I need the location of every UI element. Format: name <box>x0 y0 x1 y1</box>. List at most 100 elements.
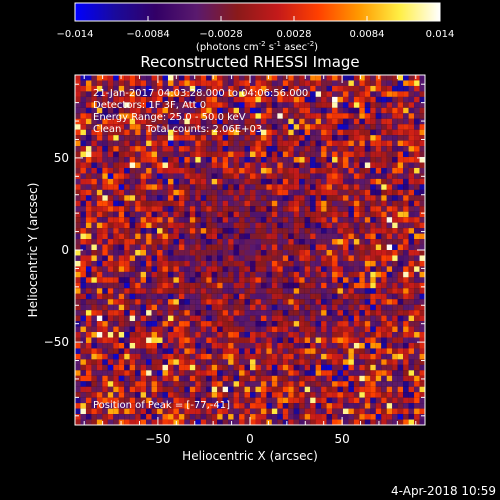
heatmap-cell <box>91 299 97 305</box>
heatmap-cell <box>375 211 382 218</box>
heatmap-cell <box>299 304 305 311</box>
heatmap-cell <box>348 332 354 338</box>
heatmap-cell <box>397 271 404 278</box>
heatmap-cell <box>173 260 179 267</box>
heatmap-cell <box>162 353 169 360</box>
heatmap-cell <box>321 299 327 305</box>
heatmap-cell <box>244 419 251 426</box>
heatmap-cell <box>310 260 316 267</box>
heatmap-cell <box>228 244 234 251</box>
heatmap-cell <box>288 140 294 147</box>
heatmap-cell <box>124 135 130 141</box>
heatmap-cell <box>107 332 114 338</box>
heatmap-cell <box>419 304 426 311</box>
heatmap-cell <box>200 293 207 300</box>
heatmap-cell <box>96 80 103 86</box>
heatmap-cell <box>167 370 174 376</box>
heatmap-cell <box>233 359 240 365</box>
heatmap-cell <box>381 381 387 387</box>
heatmap-cell <box>162 113 169 119</box>
heatmap-cell <box>107 392 114 398</box>
heatmap-cell <box>414 118 420 125</box>
heatmap-cell <box>206 293 212 300</box>
heatmap-cell <box>342 381 349 387</box>
heatmap-cell <box>96 359 103 365</box>
heatmap-cell <box>124 419 130 426</box>
heatmap-cell <box>157 184 163 190</box>
heatmap-cell <box>157 266 163 272</box>
heatmap-cell <box>189 353 196 360</box>
heatmap-cell <box>250 403 256 409</box>
heatmap-cell <box>195 326 201 333</box>
heatmap-cell <box>162 293 169 300</box>
heatmap-cell <box>397 162 404 169</box>
heatmap-cell <box>342 184 349 190</box>
heatmap-cell <box>211 310 218 316</box>
heatmap-cell <box>124 315 130 322</box>
heatmap-cell <box>299 75 305 81</box>
heatmap-cell <box>315 370 322 376</box>
heatmap-cell <box>140 118 147 125</box>
heatmap-cell <box>255 118 261 125</box>
heatmap-cell <box>107 315 114 322</box>
heatmap-cell <box>113 211 119 218</box>
heatmap-cell <box>255 113 261 119</box>
heatmap-cell <box>85 75 92 81</box>
heatmap-cell <box>288 244 294 251</box>
heatmap-cell <box>244 151 251 158</box>
heatmap-cell <box>113 167 119 174</box>
heatmap-cell <box>255 342 261 349</box>
heatmap-cell <box>271 321 278 327</box>
heatmap-cell <box>321 277 327 283</box>
heatmap-cell <box>370 386 376 393</box>
heatmap-cell <box>326 271 333 278</box>
heatmap-cell <box>200 359 207 365</box>
heatmap-cell <box>364 96 371 103</box>
heatmap-cell <box>293 113 300 119</box>
heatmap-cell <box>364 107 371 114</box>
heatmap-cell <box>250 304 256 311</box>
heatmap-cell <box>146 244 152 251</box>
heatmap-cell <box>140 381 147 387</box>
heatmap-cell <box>397 184 404 190</box>
heatmap-cell <box>140 239 147 245</box>
heatmap-cell <box>304 397 311 404</box>
heatmap-cell <box>96 408 103 415</box>
heatmap-cell <box>184 222 190 229</box>
heatmap-cell <box>310 315 316 322</box>
heatmap-cell <box>162 151 169 158</box>
heatmap-cell <box>113 266 119 272</box>
heatmap-cell <box>332 173 338 179</box>
heatmap-cell <box>80 217 86 223</box>
heatmap-cell <box>222 113 229 119</box>
heatmap-cell <box>85 381 92 387</box>
heatmap-cell <box>167 200 174 207</box>
heatmap-cell <box>107 178 114 185</box>
heatmap-cell <box>157 162 163 169</box>
heatmap-cell <box>260 80 267 86</box>
heatmap-cell <box>96 162 103 169</box>
heatmap-cell <box>408 332 415 338</box>
heatmap-cell <box>332 282 338 289</box>
heatmap-cell <box>403 332 409 338</box>
heatmap-cell <box>96 244 103 251</box>
heatmap-cell <box>222 162 229 169</box>
heatmap-cell <box>304 250 311 256</box>
heatmap-cell <box>146 310 152 316</box>
heatmap-cell <box>414 419 420 426</box>
heatmap-cell <box>195 250 201 256</box>
heatmap-cell <box>386 315 393 322</box>
heatmap-cell <box>359 211 365 218</box>
heatmap-cell <box>299 157 305 163</box>
heatmap-cell <box>184 386 190 393</box>
heatmap-cell <box>408 200 415 207</box>
heatmap-cell <box>124 255 130 261</box>
heatmap-cell <box>299 167 305 174</box>
heatmap-cell <box>255 151 261 158</box>
heatmap-cell <box>266 244 272 251</box>
heatmap-cell <box>271 146 278 152</box>
heatmap-cell <box>370 173 376 179</box>
heatmap-cell <box>102 260 108 267</box>
heatmap-cell <box>75 91 81 97</box>
heatmap-cell <box>75 157 81 163</box>
